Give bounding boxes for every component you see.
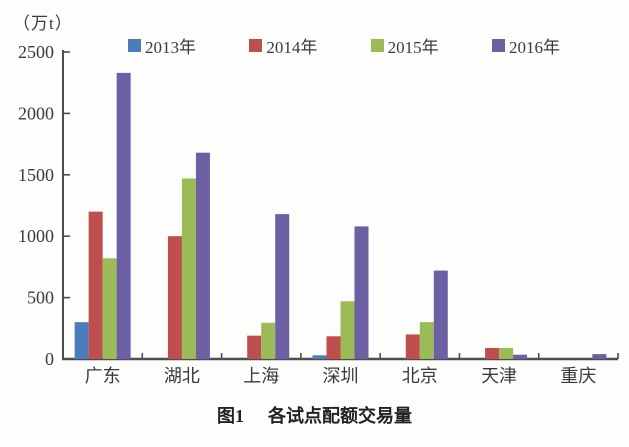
legend-swatch-icon xyxy=(128,39,141,52)
bar-北京-2016年 xyxy=(433,270,448,359)
bar-上海-2014年 xyxy=(247,335,262,359)
bar-天津-2015年 xyxy=(499,347,514,359)
bar-湖北-2016年 xyxy=(195,152,210,359)
y-axis-tick-label: 1000 xyxy=(18,226,54,246)
bar-北京-2014年 xyxy=(405,334,420,359)
y-axis-unit-label: （万t） xyxy=(13,14,73,33)
x-category-label: 天津 xyxy=(481,366,517,386)
bar-广东-2016年 xyxy=(116,72,131,359)
y-axis-tick-label: 500 xyxy=(27,288,54,308)
legend-label: 2015年 xyxy=(387,38,439,57)
bar-上海-2015年 xyxy=(261,322,276,359)
legend-item-2015年: 2015年 xyxy=(370,33,439,58)
bar-湖北-2014年 xyxy=(167,236,182,359)
legend-label: 2014年 xyxy=(266,38,318,57)
y-axis-tick-label: 2000 xyxy=(18,103,54,123)
figure-caption-number: 图1 xyxy=(217,406,244,426)
bar-天津-2016年 xyxy=(513,354,528,359)
bar-广东-2013年 xyxy=(74,322,89,359)
legend-item-2013年: 2013年 xyxy=(128,33,196,58)
x-category-label: 深圳 xyxy=(323,366,359,386)
bar-上海-2016年 xyxy=(275,214,290,359)
bar-广东-2014年 xyxy=(88,211,103,359)
bar-广东-2015年 xyxy=(102,258,117,359)
figure-caption-title: 各试点配额交易量 xyxy=(268,406,412,426)
bar-深圳-2015年 xyxy=(340,301,355,359)
x-category-label: 湖北 xyxy=(164,366,200,386)
legend-item-2014年: 2014年 xyxy=(249,33,317,58)
legend: 2013年 2014年 2015年 2016年 xyxy=(128,33,560,58)
x-category-label: 北京 xyxy=(402,366,438,386)
bar-深圳-2013年 xyxy=(312,355,327,359)
y-axis-tick-label: 2500 xyxy=(18,42,54,62)
figure-caption: 图1 各试点配额交易量 xyxy=(0,402,629,428)
legend-item-2016年: 2016年 xyxy=(491,33,560,58)
legend-label: 2016年 xyxy=(508,38,560,57)
legend-swatch-icon xyxy=(249,39,263,52)
bar-重庆-2016年 xyxy=(592,354,607,359)
legend-swatch-icon xyxy=(491,39,505,52)
x-category-label: 重庆 xyxy=(560,366,596,386)
x-category-label: 上海 xyxy=(243,366,279,386)
y-axis-tick-label: 0 xyxy=(45,349,54,369)
legend-label: 2013年 xyxy=(145,38,196,57)
bar-深圳-2014年 xyxy=(326,336,341,359)
bar-深圳-2016年 xyxy=(354,226,369,359)
legend-swatch-icon xyxy=(370,39,384,52)
x-category-label: 广东 xyxy=(85,366,121,386)
bar-天津-2014年 xyxy=(485,347,500,359)
bar-湖北-2015年 xyxy=(181,178,196,359)
bar-北京-2015年 xyxy=(419,322,434,359)
y-axis-tick-label: 1500 xyxy=(18,165,54,185)
